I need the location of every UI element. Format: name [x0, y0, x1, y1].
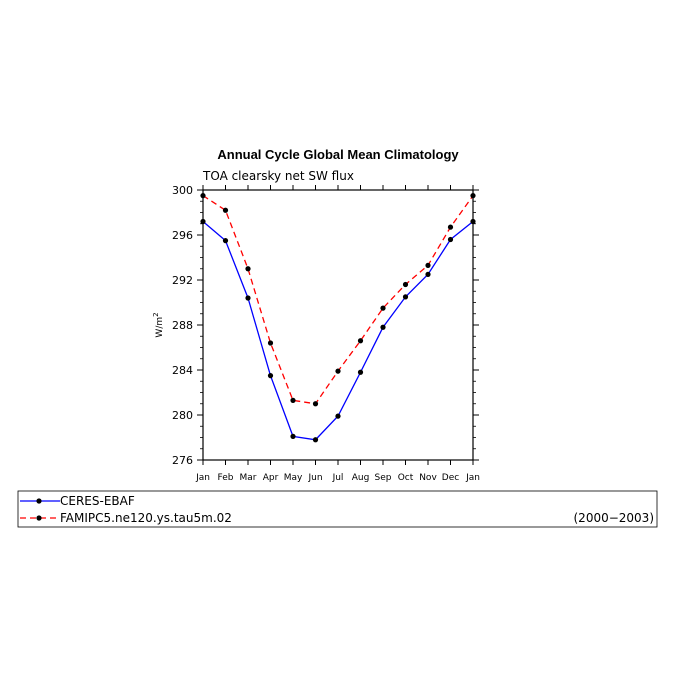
series-1-point: [290, 397, 296, 403]
x-tick-label: Aug: [352, 473, 370, 483]
x-tick-label: Nov: [419, 473, 437, 483]
x-tick-label: Jan: [465, 473, 480, 483]
x-tick-label: Jun: [307, 473, 322, 483]
chart-title: Annual Cycle Global Mean Climatology: [217, 147, 459, 162]
x-tick-label: Sep: [375, 473, 392, 483]
chart-subtitle: TOA clearsky net SW flux: [202, 169, 354, 183]
series-1-point: [357, 338, 364, 344]
series-0-point: [447, 236, 454, 243]
series-line-0: [202, 220, 474, 441]
series-0-point: [267, 373, 274, 379]
plot-frame: [202, 189, 474, 461]
series-0-point: [312, 437, 319, 443]
y-axis-label-superscript: 2: [152, 312, 160, 316]
x-tick-label: Jul: [332, 473, 344, 483]
series-1-point: [312, 401, 319, 407]
x-tick-label: Apr: [263, 473, 279, 483]
series-0-point: [222, 238, 229, 244]
x-tick-label: May: [284, 473, 303, 483]
x-tick-label: Oct: [398, 473, 414, 483]
legend-label-ceres: CERES-EBAF: [60, 494, 135, 508]
y-tick-label: 296: [172, 229, 193, 242]
series-0-point: [425, 271, 431, 277]
series-1-point: [402, 281, 409, 288]
y-tick-label: 292: [172, 274, 193, 287]
axis-tick-labels: 276 280 284 288 292 296 300 Jan Feb Mar Apr May Jun J…: [172, 184, 480, 483]
y-tick-label: 288: [172, 319, 193, 332]
legend-box: [17, 490, 658, 528]
x-tick-label: Jan: [195, 473, 210, 483]
legend-marker-famip: [36, 515, 42, 521]
x-tick-label: Dec: [442, 473, 459, 483]
series-0-point: [402, 294, 409, 300]
series-1-point: [222, 207, 229, 213]
y-tick-label: 284: [172, 364, 193, 377]
series-1-point: [245, 266, 251, 272]
legend-marker-ceres: [36, 498, 42, 504]
y-tick-label: 280: [172, 409, 193, 422]
svg-text:W/m2: W/m2: [152, 312, 165, 337]
axis-ticks: [197, 185, 479, 465]
y-axis-label-text: W/m: [155, 317, 165, 338]
series-0-point: [380, 324, 386, 330]
series-1-point: [447, 224, 454, 230]
y-tick-label: 276: [172, 454, 193, 467]
legend-label-famip: FAMIPC5.ne120.ys.tau5m.02: [60, 511, 232, 525]
series-layer: [200, 193, 476, 443]
x-tick-label: Mar: [240, 473, 257, 483]
x-tick-label: Feb: [218, 473, 234, 483]
series-1-point: [335, 368, 341, 374]
y-axis-label: W/m2: [152, 312, 165, 337]
legend: CERES-EBAF FAMIPC5.ne120.ys.tau5m.02 (20…: [17, 490, 658, 528]
legend-period: (2000−2003): [574, 511, 655, 525]
y-tick-label: 300: [172, 184, 193, 197]
series-0-point: [357, 369, 364, 375]
series-1-point: [380, 305, 386, 311]
series-1-point: [267, 340, 274, 346]
series-0-point: [290, 433, 296, 439]
series-0-point: [335, 413, 341, 419]
series-1-point: [425, 262, 431, 268]
series-0-point: [245, 295, 251, 301]
